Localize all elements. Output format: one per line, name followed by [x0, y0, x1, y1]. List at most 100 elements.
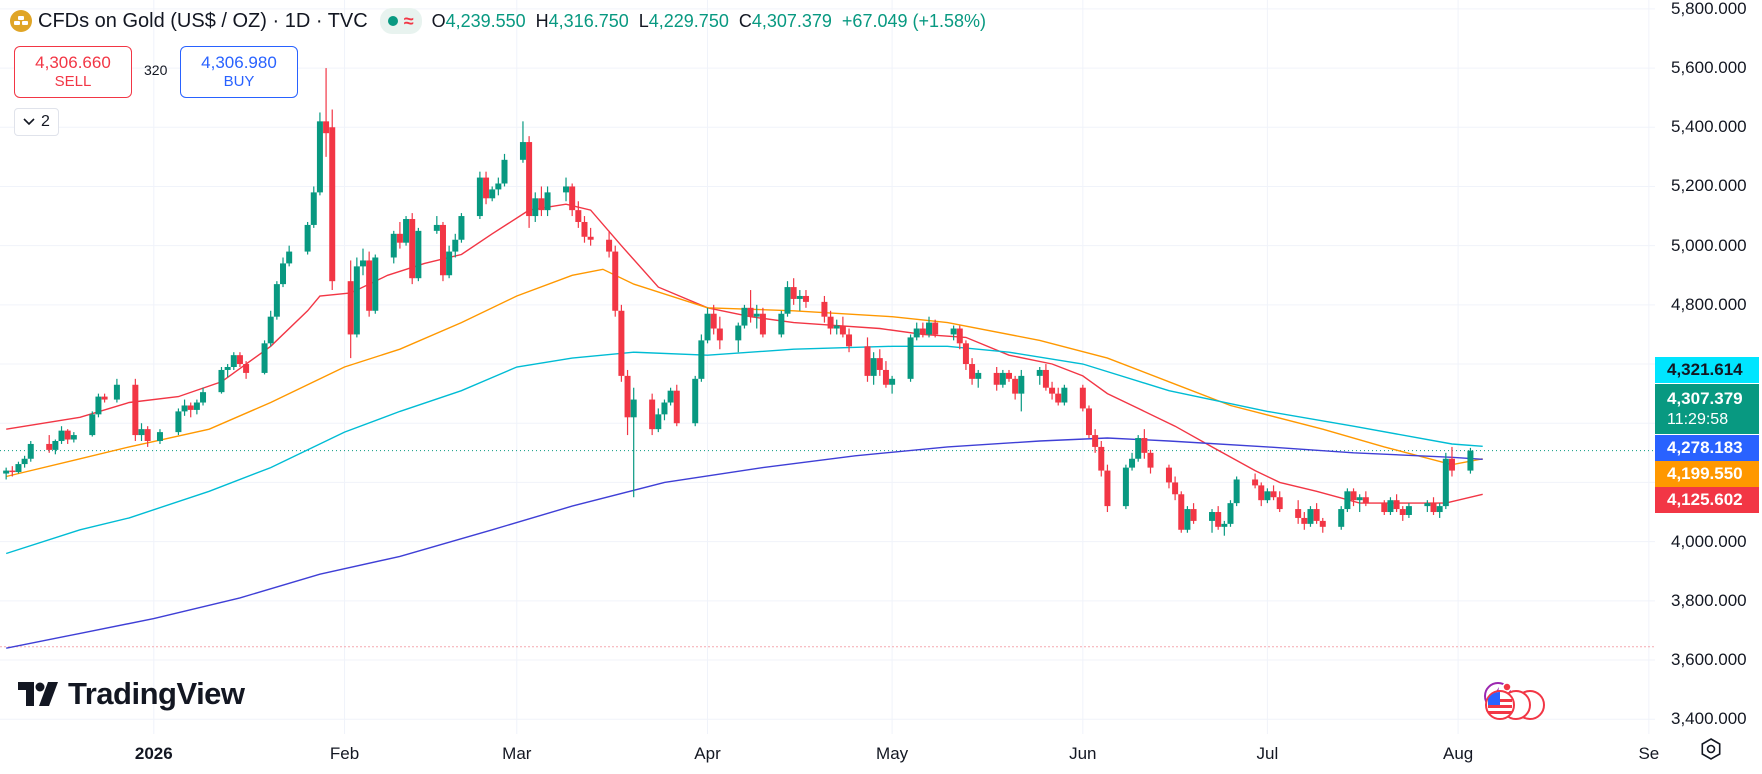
candle-body — [784, 287, 791, 314]
candle — [58, 426, 65, 444]
candle-body — [1055, 393, 1062, 403]
candle — [267, 310, 274, 347]
candle — [827, 310, 834, 335]
candle-body — [1424, 503, 1431, 507]
tradingview-logo[interactable]: TradingView — [18, 676, 245, 712]
candle-body — [1092, 435, 1099, 447]
moving-average-line-1 — [6, 268, 1483, 478]
candle-body — [1344, 491, 1351, 510]
sell-button[interactable]: 4,306.660 SELL — [14, 46, 132, 98]
candle — [403, 216, 410, 246]
candle — [587, 227, 594, 246]
candle-body — [1270, 491, 1277, 498]
candle — [612, 245, 619, 317]
candle-body — [1005, 372, 1012, 379]
sell-price: 4,306.660 — [35, 52, 111, 72]
candle — [483, 171, 490, 205]
collapse-indicators-button[interactable]: 2 — [14, 108, 59, 136]
candle — [784, 281, 791, 317]
candle-body — [864, 346, 871, 376]
candle — [673, 384, 680, 427]
candle — [563, 177, 570, 202]
candle-body — [1184, 509, 1191, 530]
candle-body — [704, 313, 711, 341]
market-status-pill[interactable]: ≈ — [379, 8, 422, 34]
candle — [993, 367, 1000, 391]
buy-price: 4,306.980 — [201, 52, 277, 72]
candle — [316, 112, 323, 196]
price-tick-label: 5,200.000 — [1671, 176, 1747, 196]
candle-body — [323, 121, 330, 134]
candle-body — [698, 340, 705, 379]
candle — [1405, 503, 1412, 518]
candle-body — [993, 372, 1000, 385]
candle — [187, 402, 194, 418]
candle-body — [181, 405, 188, 412]
candle — [439, 221, 446, 282]
candle — [310, 186, 317, 228]
candle — [1135, 435, 1142, 462]
candle-body — [913, 328, 920, 338]
candle-body — [1319, 520, 1326, 527]
candle-body — [661, 402, 668, 415]
low-value: 4,229.750 — [648, 10, 729, 31]
candle — [1061, 384, 1068, 406]
time-scale[interactable]: 2026 Feb Mar Apr May Jun Jul Aug Se — [0, 734, 1659, 774]
candle — [790, 278, 797, 305]
candle-body — [329, 127, 336, 282]
candle — [138, 423, 145, 441]
symbol-title[interactable]: CFDs on Gold (US$ / OZ) · 1D · TVC — [38, 9, 368, 32]
price-scale[interactable]: 5,800.000 5,600.000 5,400.000 5,200.000 5,00… — [1655, 0, 1762, 740]
candle-body — [1042, 369, 1049, 388]
candle-body — [101, 396, 108, 400]
candle-body — [27, 443, 34, 459]
candle-body — [975, 372, 982, 379]
candle — [46, 435, 53, 453]
candle — [1147, 449, 1154, 474]
candle — [52, 439, 59, 455]
candle — [778, 310, 785, 338]
candle — [1172, 476, 1179, 501]
candle-body — [1381, 503, 1388, 513]
candle-body — [236, 355, 243, 365]
price-tick-label: 4,000.000 — [1671, 531, 1747, 551]
candle-body — [1036, 369, 1043, 376]
candle-body — [667, 390, 674, 403]
us-economic-events-icon[interactable] — [1480, 686, 1548, 727]
candle — [1264, 488, 1271, 504]
ma-orange-price-tag: 4,199.550 — [1655, 461, 1759, 487]
candle — [458, 213, 465, 243]
high-value: 4,316.750 — [548, 10, 629, 31]
candle — [144, 426, 151, 447]
candle-body — [1264, 491, 1271, 501]
candle — [1209, 509, 1216, 533]
candle — [1307, 506, 1314, 527]
price-chart[interactable] — [0, 0, 1655, 734]
candle — [735, 322, 742, 353]
candle — [698, 334, 705, 382]
ohlc-values: O4,239.550 H4,316.750 L4,229.750 C4,307.… — [431, 10, 987, 31]
candle — [962, 340, 969, 370]
gold-symbol-icon — [10, 10, 32, 32]
candle-body — [15, 464, 22, 473]
candle — [1005, 369, 1012, 382]
candle-body — [1098, 446, 1105, 471]
candle — [304, 221, 311, 255]
candle — [1399, 506, 1406, 521]
legend-header[interactable]: CFDs on Gold (US$ / OZ) · 1D · TVC ≈ O4,… — [10, 8, 986, 34]
candle-body — [1467, 450, 1474, 471]
candle-body — [796, 295, 803, 299]
candle-body — [606, 239, 613, 252]
candle — [950, 325, 957, 341]
candle — [476, 171, 483, 220]
chart-settings-icon[interactable] — [1696, 734, 1726, 764]
moving-average-line-2 — [5, 345, 1483, 555]
candle-body — [396, 233, 403, 243]
tradingview-mark-icon — [18, 682, 58, 706]
candle-body — [95, 396, 102, 415]
buy-button[interactable]: 4,306.980 BUY — [180, 46, 298, 98]
candle — [218, 367, 225, 394]
candle-body — [1436, 506, 1443, 513]
candle — [932, 319, 939, 338]
